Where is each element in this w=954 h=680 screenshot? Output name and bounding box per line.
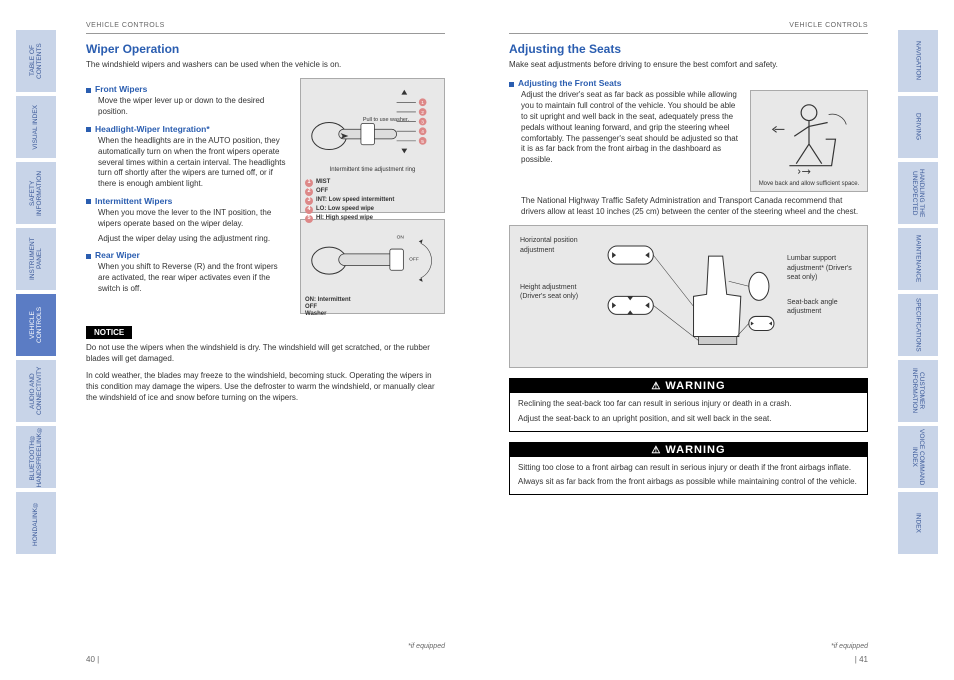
intro-right: Make seat adjustments before driving to …	[509, 60, 868, 70]
tab-audio[interactable]: AUDIO AND CONNECTIVITY	[16, 360, 56, 422]
p-front-seats: Adjust the driver's seat as far back as …	[521, 90, 740, 187]
tab-vehicle-controls[interactable]: VEHICLE CONTROLS	[16, 294, 56, 356]
tab-unexpected[interactable]: HANDLING THE UNEXPECTED	[898, 162, 938, 224]
svg-text:3: 3	[421, 120, 424, 126]
warning-2a: Sitting too close to a front airbag can …	[518, 463, 859, 474]
fig1-caption: Pull to use washer.	[363, 117, 409, 123]
p-headlight-wiper: When the headlights are in the AUTO posi…	[98, 136, 290, 190]
sub-intermittent: Intermittent Wipers	[86, 196, 290, 206]
figure-wiper-lever: 1 2 3 4 5 Pull to use washer. Intermitte…	[300, 78, 445, 213]
seat-controls-diagram: Horizontal position adjustment Height ad…	[509, 225, 868, 368]
rear-wiper-icon: ON OFF	[305, 224, 440, 292]
warning-1b: Adjust the seat-back to an upright posit…	[518, 414, 859, 425]
fig2-labels: ON: Intermittent OFF Washer	[305, 297, 440, 319]
svg-text:4: 4	[421, 130, 424, 136]
tab-visual-index[interactable]: VISUAL INDEX	[16, 96, 56, 158]
sub-rear-wiper: Rear Wiper	[86, 250, 290, 260]
pagenum-40: 40 |	[86, 655, 99, 664]
warning-2b: Always sit as far back from the front ai…	[518, 477, 859, 488]
p-rear-wiper: When you shift to Reverse (R) and the fr…	[98, 262, 290, 294]
sub-front-wipers: Front Wipers	[86, 84, 290, 94]
label-horizontal: Horizontal position adjustment	[520, 236, 590, 254]
page-40: VEHICLE CONTROLS Wiper Operation The win…	[68, 10, 463, 670]
tab-customer[interactable]: CUSTOMER INFORMATION	[898, 360, 938, 422]
tab-bluetooth[interactable]: BLUETOOTH® HANDSFREELINK®	[16, 426, 56, 488]
tab-driving[interactable]: DRIVING	[898, 96, 938, 158]
sub-headlight-wiper: Headlight-Wiper Integration*	[86, 124, 290, 134]
running-head-right: VEHICLE CONTROLS	[509, 22, 868, 29]
label-height: Height adjustment (Driver's seat only)	[520, 283, 590, 301]
seat-controls-icon	[598, 236, 779, 357]
svg-text:2: 2	[421, 110, 424, 116]
p-front-wipers: Move the wiper lever up or down to the d…	[98, 96, 290, 118]
warning-1-head: WARNING	[510, 379, 867, 393]
tab-voice[interactable]: VOICE COMMAND INDEX	[898, 426, 938, 488]
tab-index[interactable]: INDEX	[898, 492, 938, 554]
title-adjusting-seats: Adjusting the Seats	[509, 42, 868, 56]
notice-2: In cold weather, the blades may freeze t…	[86, 371, 445, 403]
footnote-left: *if equipped	[408, 643, 445, 650]
warning-1: WARNING Reclining the seat-back too far …	[509, 378, 868, 432]
tab-maintenance[interactable]: MAINTENANCE	[898, 228, 938, 290]
seat-person-icon	[755, 95, 863, 178]
p-intermittent-2: Adjust the wiper delay using the adjustm…	[98, 234, 290, 245]
running-head-left: VEHICLE CONTROLS	[86, 22, 445, 29]
tab-instrument[interactable]: INSTRUMENT PANEL	[16, 228, 56, 290]
warning-1a: Reclining the seat-back too far can resu…	[518, 399, 859, 410]
intro-left: The windshield wipers and washers can be…	[86, 60, 445, 70]
tab-specs[interactable]: SPECIFICATIONS	[898, 294, 938, 356]
p-intermittent: When you move the lever to the INT posit…	[98, 208, 290, 230]
fig1-legend: 1MIST 2OFF 3INT: Low speed intermittent …	[305, 179, 440, 223]
svg-text:1: 1	[421, 101, 424, 107]
tab-toc[interactable]: TABLE OF CONTENTS	[16, 30, 56, 92]
label-seatback: Seat-back angle adjustment	[787, 298, 857, 316]
seat-fig-caption: Move back and allow sufficient space.	[755, 181, 863, 187]
tabs-right: NAVIGATION DRIVING HANDLING THE UNEXPECT…	[898, 30, 938, 554]
warning-2: WARNING Sitting too close to a front air…	[509, 442, 868, 496]
svg-text:OFF: OFF	[409, 257, 419, 263]
svg-text:5: 5	[421, 139, 424, 145]
notice-1: Do not use the wipers when the windshiel…	[86, 343, 445, 365]
tabs-left: TABLE OF CONTENTS VISUAL INDEX SAFETY IN…	[16, 30, 56, 554]
title-wiper-operation: Wiper Operation	[86, 42, 445, 56]
label-lumbar: Lumbar support adjustment* (Driver's sea…	[787, 254, 857, 281]
figure-rear-wiper: ON OFF ON: Intermittent OFF Washer	[300, 219, 445, 314]
page-spread: VEHICLE CONTROLS Wiper Operation The win…	[68, 10, 886, 670]
page-41: VEHICLE CONTROLS Adjusting the Seats Mak…	[491, 10, 886, 670]
footnote-right: *if equipped	[831, 643, 868, 650]
p-nhtsa: The National Highway Traffic Safety Admi…	[521, 196, 868, 218]
tab-safety[interactable]: SAFETY INFORMATION	[16, 162, 56, 224]
tab-navigation[interactable]: NAVIGATION	[898, 30, 938, 92]
pagenum-41: | 41	[855, 655, 868, 664]
svg-text:ON: ON	[397, 235, 405, 241]
notice-label: NOTICE	[86, 326, 132, 339]
sub-front-seats: Adjusting the Front Seats	[509, 78, 868, 88]
wiper-lever-icon: 1 2 3 4 5	[305, 83, 440, 170]
figure-seat-position: Move back and allow sufficient space.	[750, 90, 868, 191]
tab-hondalink[interactable]: HONDALINK®	[16, 492, 56, 554]
warning-2-head: WARNING	[510, 443, 867, 457]
